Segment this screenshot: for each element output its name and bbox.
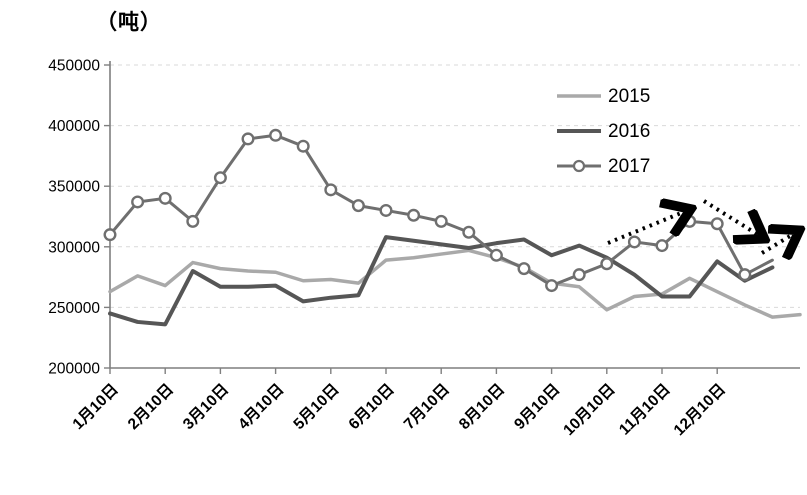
series-line-2017 — [108, 133, 774, 288]
y-tick-label: 200000 — [48, 361, 100, 378]
x-tick-label: 2月10日 — [124, 380, 177, 433]
dotted-trend-arrow — [702, 199, 760, 236]
series-marker-2017 — [462, 225, 476, 239]
y-tick-label: 300000 — [48, 239, 100, 256]
legend-item-2015: 2015 — [556, 83, 650, 109]
series-marker-2017 — [351, 199, 365, 213]
legend-label: 2017 — [608, 155, 651, 177]
legend-item-2017: 2017 — [556, 153, 650, 179]
dotted-trend-arrow — [607, 211, 686, 245]
x-tick-label: 5月10日 — [290, 380, 343, 433]
legend-marker — [572, 159, 586, 173]
series-marker-2017 — [103, 228, 117, 242]
series-marker-2017 — [600, 257, 614, 271]
x-tick-label: 4月10日 — [234, 380, 287, 433]
series-marker-2017 — [627, 235, 641, 249]
series-marker-2017 — [655, 239, 669, 253]
x-tick-label: 11月10日 — [615, 380, 673, 438]
series-marker-2017 — [407, 208, 421, 222]
x-tick-label: 6月10日 — [345, 380, 398, 433]
y-tick-label: 350000 — [48, 179, 100, 196]
axes — [104, 61, 800, 374]
dotted-trend-arrow — [760, 233, 795, 253]
x-tick-label: 12月10日 — [670, 380, 729, 439]
series-marker-2017 — [213, 171, 227, 185]
series-marker-2017 — [517, 262, 531, 276]
series-marker-2017 — [324, 183, 338, 197]
series-marker-2017 — [683, 214, 697, 228]
data-series — [103, 128, 802, 327]
legend-label: 2015 — [608, 85, 651, 107]
series-line-2016 — [108, 235, 775, 327]
x-tick-label: 3月10日 — [179, 380, 232, 433]
legend-item-2016: 2016 — [556, 118, 650, 144]
legend-label: 2016 — [608, 120, 651, 142]
series-marker-2017 — [710, 217, 724, 231]
series-marker-2017 — [131, 195, 145, 209]
x-tick-label: 10月10日 — [560, 380, 619, 439]
series-marker-2017 — [296, 139, 310, 153]
legend-line-sample-2016 — [557, 129, 601, 133]
series-marker-2017 — [545, 279, 559, 293]
y-tick-label: 450000 — [48, 58, 100, 75]
series-marker-2017 — [158, 191, 172, 205]
trend-arrows — [607, 199, 795, 253]
series-marker-2017 — [572, 268, 586, 282]
legend-line-sample-2015 — [557, 94, 601, 98]
series-marker-2017 — [738, 268, 752, 282]
series-marker-2017 — [241, 132, 255, 146]
y-tick-label: 400000 — [48, 118, 100, 135]
x-tick-label: 9月10日 — [510, 380, 563, 433]
series-marker-2017 — [186, 214, 200, 228]
series-marker-2017 — [489, 248, 503, 262]
legend-line-sample-2017 — [557, 159, 601, 173]
legend: 2015 2016 2017 — [556, 83, 650, 179]
y-axis-unit-label: （吨） — [96, 10, 162, 34]
x-tick-label: 1月10日 — [69, 380, 122, 433]
series-line-2015 — [108, 248, 802, 319]
y-tick-label: 250000 — [48, 300, 100, 317]
x-tick-label: 7月10日 — [400, 380, 453, 433]
x-tick-label: 8月10日 — [455, 380, 508, 433]
series-marker-2017 — [379, 203, 393, 217]
series-marker-2017 — [269, 128, 283, 142]
series-marker-2017 — [434, 214, 448, 228]
